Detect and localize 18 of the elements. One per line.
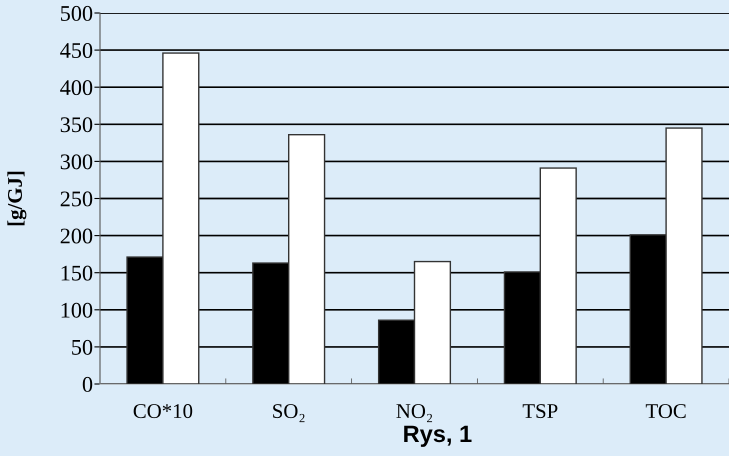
x-tick-label: TSP <box>522 404 558 418</box>
y-tick-label: 350 <box>60 117 92 132</box>
y-tick-label: 250 <box>60 191 92 206</box>
text: Rys, 1 <box>404 426 472 447</box>
x-tick-label: NO₂ <box>396 404 432 422</box>
y-tick-label: 450 <box>60 43 92 58</box>
y-tick-label: 0 <box>82 376 92 392</box>
y-tick-label: 50 <box>72 340 92 355</box>
y-tick-label: 500 <box>61 6 92 21</box>
x-tick-label: TOC <box>646 404 686 418</box>
y-tick-label: 100 <box>62 302 92 318</box>
y-tick-label: 150 <box>62 266 92 281</box>
y-tick-label: 400 <box>60 80 92 96</box>
x-tick-label: SO₂ <box>273 404 305 422</box>
y-tick-label: 300 <box>60 154 92 170</box>
x-tick-label: CO*10 <box>134 404 192 418</box>
y-axis-title: [g/GJ] <box>7 172 26 226</box>
y-tick-label: 200 <box>60 228 92 244</box>
